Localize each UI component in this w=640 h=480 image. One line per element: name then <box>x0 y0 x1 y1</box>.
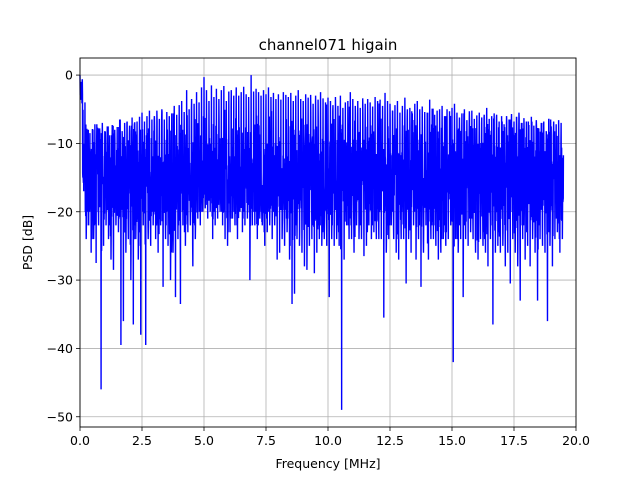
x-tick-label: 12.5 <box>376 433 404 448</box>
chart-title: channel071 higain <box>259 36 398 54</box>
y-tick-label: −50 <box>47 409 73 424</box>
y-tick-label: −10 <box>47 136 73 151</box>
x-tick-label: 7.5 <box>256 433 276 448</box>
x-tick-label: 15.0 <box>438 433 466 448</box>
y-axis-ticks: 0 −10 −20 −30 −40 −50 <box>47 68 80 424</box>
x-tick-label: 0.0 <box>70 433 90 448</box>
x-tick-label: 10.0 <box>314 433 342 448</box>
x-tick-label: 17.5 <box>500 433 528 448</box>
y-tick-label: −20 <box>47 204 73 219</box>
x-tick-label: 20.0 <box>562 433 590 448</box>
psd-series-line <box>79 75 565 410</box>
y-tick-label: 0 <box>65 68 73 83</box>
x-axis-label: Frequency [MHz] <box>275 456 380 471</box>
y-tick-label: −30 <box>47 273 73 288</box>
series-layer <box>79 75 565 410</box>
x-axis-ticks: 0.0 2.5 5.0 7.5 10.0 12.5 15.0 17.5 20.0 <box>70 427 590 448</box>
y-axis-label: PSD [dB] <box>20 215 35 270</box>
y-tick-label: −40 <box>47 341 73 356</box>
x-tick-label: 5.0 <box>194 433 214 448</box>
x-tick-label: 2.5 <box>132 433 152 448</box>
